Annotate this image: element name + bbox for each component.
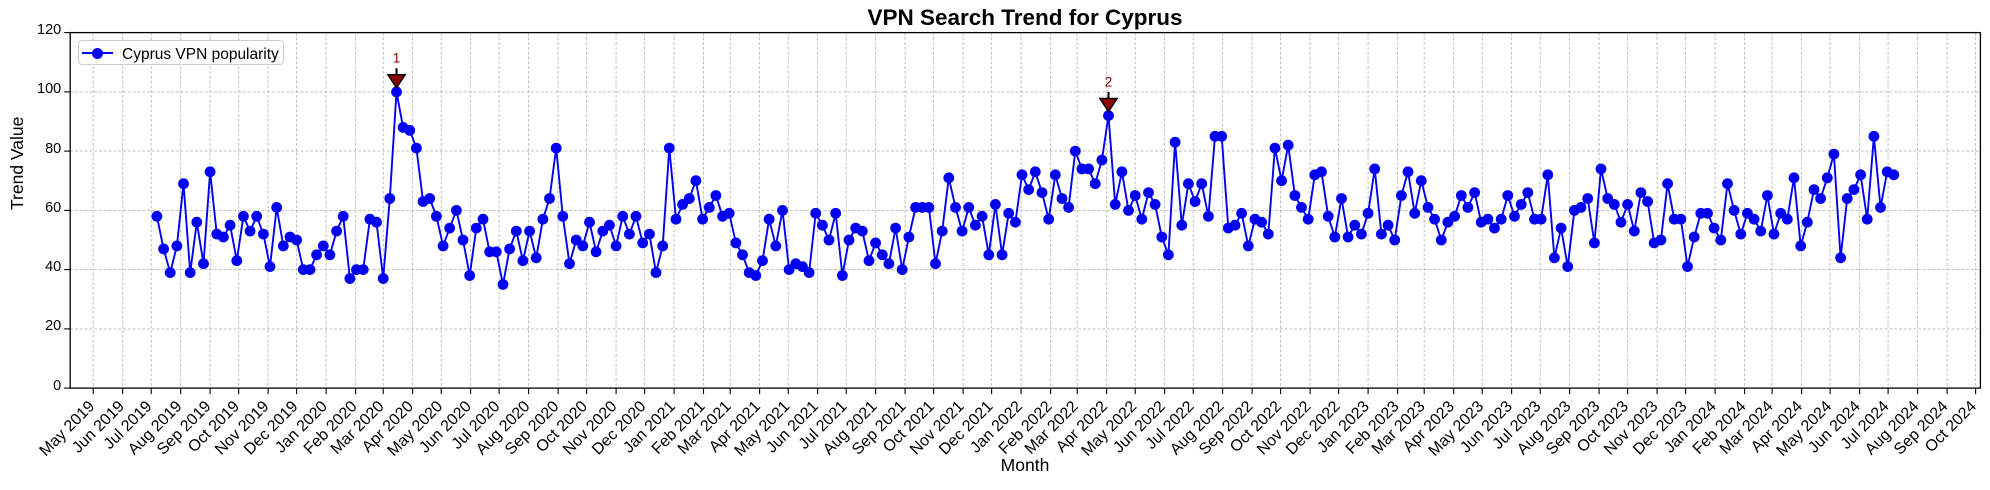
svg-text:1: 1	[393, 51, 401, 66]
svg-text:2: 2	[1105, 74, 1113, 89]
